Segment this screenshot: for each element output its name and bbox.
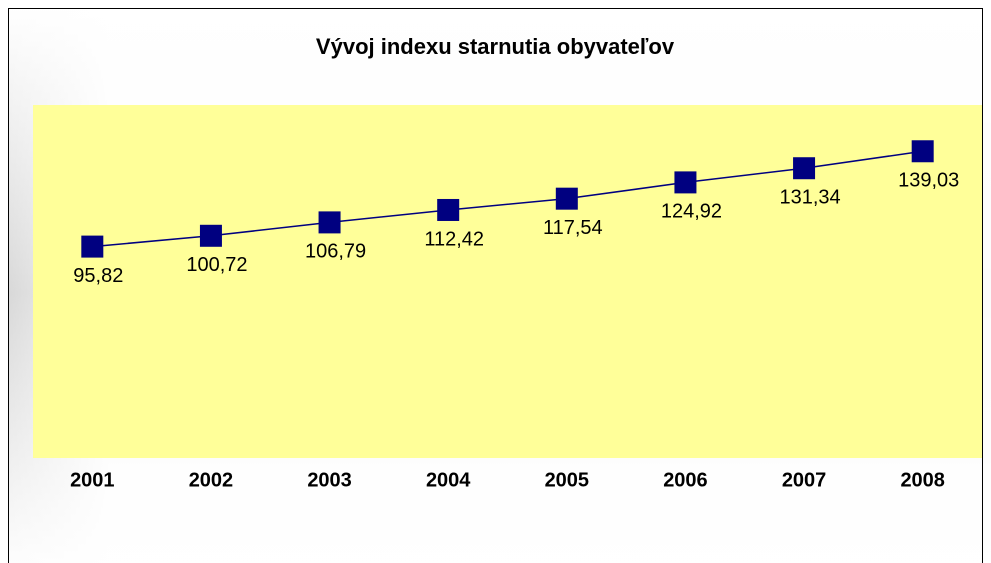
data-label: 106,79 — [305, 241, 366, 263]
marker — [911, 140, 934, 163]
data-label: 117,54 — [543, 217, 603, 239]
marker — [318, 211, 341, 234]
x-tick-label: 2005 — [545, 469, 590, 491]
series-line — [92, 150, 923, 248]
x-tick-label: 2004 — [426, 469, 471, 491]
marker — [555, 187, 578, 210]
x-tick-label: 2007 — [782, 469, 827, 491]
data-label: 131,34 — [779, 187, 840, 209]
plot-area — [33, 105, 982, 458]
marker — [199, 224, 222, 247]
x-tick-label: 2003 — [307, 469, 352, 491]
data-label: 139,03 — [898, 170, 959, 192]
data-label: 100,72 — [186, 254, 247, 276]
marker — [793, 157, 816, 180]
data-label: 95,82 — [73, 265, 123, 287]
data-label: 124,92 — [661, 201, 722, 223]
chart-border — [8, 8, 983, 563]
chart-title: Vývoj indexu starnutia obyvateľov — [316, 34, 675, 59]
marker — [674, 171, 697, 194]
x-tick-label: 2008 — [900, 469, 945, 491]
marker — [437, 198, 460, 221]
x-tick-label: 2002 — [189, 469, 234, 491]
x-tick-label: 2006 — [663, 469, 708, 491]
data-label: 112,42 — [424, 228, 484, 250]
marker — [81, 235, 104, 258]
x-tick-label: 2001 — [70, 469, 115, 491]
